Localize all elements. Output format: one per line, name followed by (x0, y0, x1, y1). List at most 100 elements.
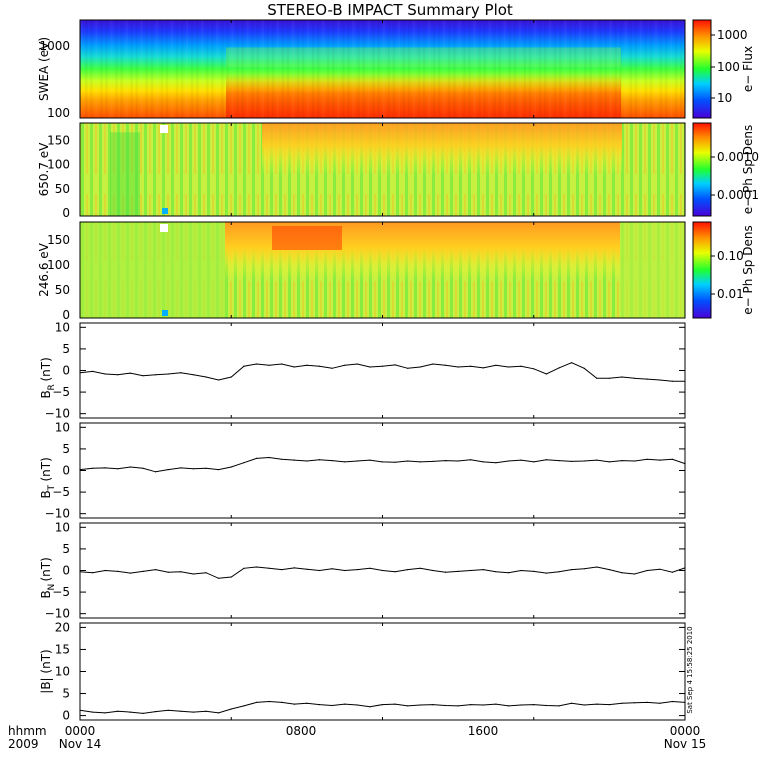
bt-point (444, 460, 447, 462)
br-point (394, 364, 396, 366)
bn-ylabel-sub: N (47, 584, 57, 591)
bt-point (621, 460, 623, 462)
swea-streak (604, 20, 607, 118)
bt-point (533, 461, 535, 463)
bn-point (192, 573, 194, 575)
bt-point (646, 458, 648, 460)
bmag-point (646, 701, 648, 704)
swea-streak (523, 20, 527, 118)
swea-streak (266, 20, 270, 118)
bmag-point (533, 704, 535, 706)
br-point (205, 376, 207, 378)
pad_low-ytick-label: 0 (62, 308, 70, 322)
swea-streak (503, 20, 507, 118)
bn-point (621, 572, 623, 574)
bn-ytick-label: −10 (45, 607, 70, 621)
br-point (444, 364, 447, 366)
swea-streak (427, 20, 431, 118)
bn-point (457, 570, 459, 573)
bt-series-line (79, 456, 686, 473)
bmag-ylabel-text: |B| (nT) (39, 649, 53, 693)
swea-streak (649, 20, 653, 118)
swea-ytick-label: 1000 (39, 39, 70, 53)
bt-point (407, 460, 409, 462)
br-point (318, 365, 321, 367)
bn-point (331, 568, 333, 570)
bt-point (155, 471, 157, 473)
br-point (671, 380, 674, 382)
bmag-point (104, 712, 106, 714)
swea-streak (327, 20, 330, 118)
bmag-point (419, 704, 421, 706)
bt-point (243, 462, 245, 464)
bt-point (281, 458, 283, 460)
bt-point (218, 469, 220, 471)
swea-streak (347, 20, 350, 118)
swea-streak (135, 20, 138, 118)
pad_high-colorbar (692, 122, 712, 217)
bt-point (381, 461, 384, 463)
swea-streak (397, 20, 401, 118)
swea-colorbar-tick-label: 1000 (717, 28, 748, 42)
swea-streak (538, 20, 542, 118)
swea-streak (201, 20, 204, 118)
pad_low-ylabel: 246.6 eV (37, 242, 51, 297)
bmag-point (255, 701, 258, 704)
bmag-point (129, 711, 131, 713)
swea-streak (518, 20, 522, 118)
bn-point (255, 566, 258, 568)
bt-point (180, 467, 182, 469)
swea-streak (291, 20, 295, 118)
pad_high-colorbar-tick-label: 0.0010 (717, 150, 759, 164)
bt-point (293, 459, 295, 461)
bmag-ytick-label: 0 (62, 709, 70, 723)
pad_low-colorbar-label: e− Ph Sp Dens (741, 225, 755, 314)
swea-streak (392, 20, 396, 118)
bn-point (432, 569, 434, 572)
swea-streak (367, 20, 370, 118)
swea-streak (644, 20, 648, 118)
bmag-point (218, 712, 220, 714)
br-point (117, 374, 119, 376)
swea-streak (110, 20, 113, 118)
br-point (621, 376, 623, 378)
bn-point (545, 572, 548, 574)
swea-streak (422, 20, 426, 118)
bn-point (533, 570, 535, 573)
swea-streak (195, 20, 199, 118)
swea-streak (589, 20, 592, 118)
x-date-label: Nov 15 (664, 737, 707, 751)
br-point (545, 373, 548, 375)
swea-ytick-label: 100 (47, 106, 70, 120)
swea-streak (206, 20, 209, 118)
br-point (268, 364, 270, 366)
pad_high-data-gap (160, 125, 168, 133)
bt-ytick-label: 0 (62, 464, 70, 478)
br-point (142, 375, 144, 377)
swea-streak (145, 20, 149, 118)
bt-point (596, 459, 598, 461)
bn-ylabel-unit: (nT) (39, 557, 53, 581)
br-point (507, 366, 510, 368)
swea-streak (432, 20, 436, 118)
bmag-ytick-label: 15 (55, 642, 70, 656)
swea-streak (95, 20, 98, 118)
br-point (646, 378, 648, 380)
bt-point (92, 467, 94, 469)
swea-streak (160, 20, 164, 118)
bn-point (92, 572, 94, 574)
swea-streak (609, 20, 612, 118)
swea-streak (342, 20, 345, 118)
swea-streak (311, 20, 315, 118)
swea-streak (498, 20, 501, 118)
br-point (230, 376, 232, 378)
br-point (356, 363, 358, 365)
bn-point (482, 569, 484, 571)
bt-ytick-label: 10 (55, 420, 70, 434)
bt-ylabel-sub: T (47, 485, 57, 492)
bmag-point (596, 703, 598, 705)
br-ytick-label: −10 (45, 407, 70, 421)
swea-streak (614, 20, 617, 118)
swea-streak (115, 20, 118, 118)
bn-point (583, 568, 585, 570)
